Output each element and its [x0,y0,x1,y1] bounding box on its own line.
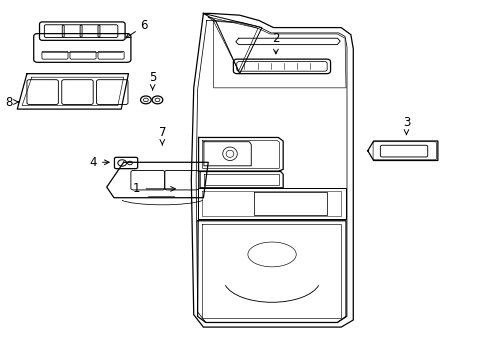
Text: 6: 6 [125,19,148,38]
Text: 7: 7 [158,126,166,145]
Text: 8: 8 [5,95,19,108]
Text: 4: 4 [89,156,109,169]
Text: 1: 1 [133,183,175,195]
Text: 5: 5 [149,71,156,90]
Text: 2: 2 [272,32,279,54]
Text: 3: 3 [402,116,409,135]
